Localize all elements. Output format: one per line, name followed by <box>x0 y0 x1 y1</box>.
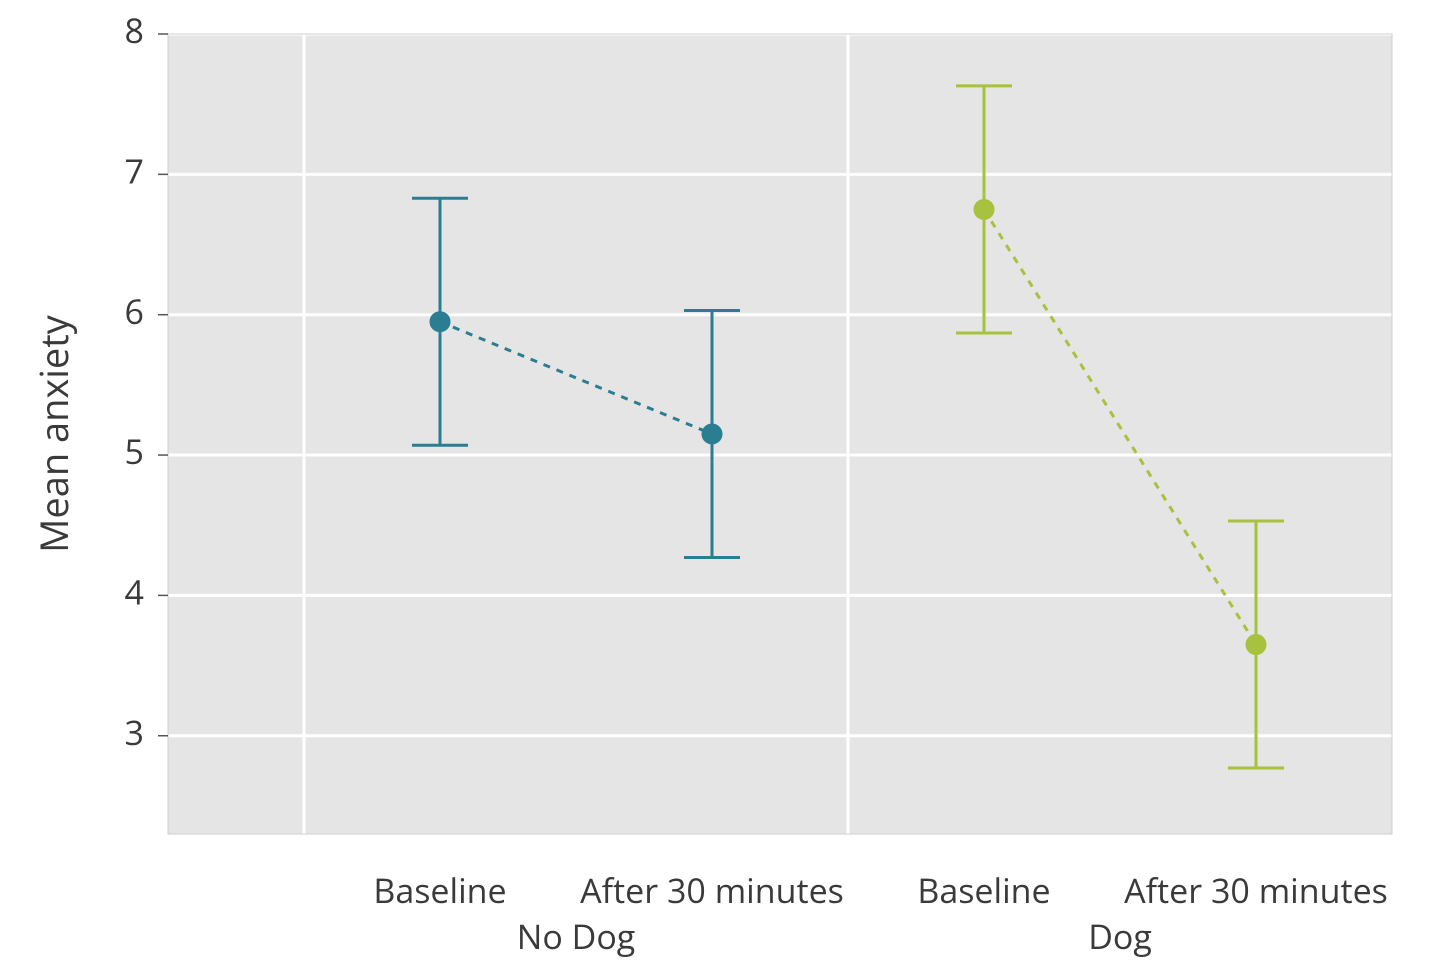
xtick-label-dog-1: After 30 minutes <box>1124 867 1388 913</box>
group-label-no-dog: No Dog <box>517 913 635 959</box>
xtick-label-no-dog-0: Baseline <box>373 867 506 913</box>
xtick-label-dog-0: Baseline <box>917 867 1050 913</box>
marker-no-dog-1 <box>702 424 722 444</box>
group-label-dog: Dog <box>1088 913 1152 959</box>
ytick-label: 5 <box>125 428 144 474</box>
y-axis-title: Mean anxiety <box>28 314 80 553</box>
ytick-label: 3 <box>125 709 144 755</box>
ytick-label: 8 <box>125 7 144 53</box>
ytick-label: 7 <box>125 147 144 193</box>
xtick-label-no-dog-1: After 30 minutes <box>580 867 844 913</box>
ytick-label: 6 <box>125 288 144 334</box>
marker-dog-0 <box>974 199 994 219</box>
ytick-label: 4 <box>125 568 144 614</box>
plot-panel <box>168 34 1392 834</box>
anxiety-errorbar-chart: 3 4 5 6 7 8 Mean anxiety Baseline After 30 minut… <box>0 0 1440 960</box>
chart-svg: 3 4 5 6 7 8 Mean anxiety Baseline After 30 minut… <box>0 0 1440 960</box>
marker-no-dog-0 <box>430 312 450 332</box>
marker-dog-1 <box>1246 635 1266 655</box>
